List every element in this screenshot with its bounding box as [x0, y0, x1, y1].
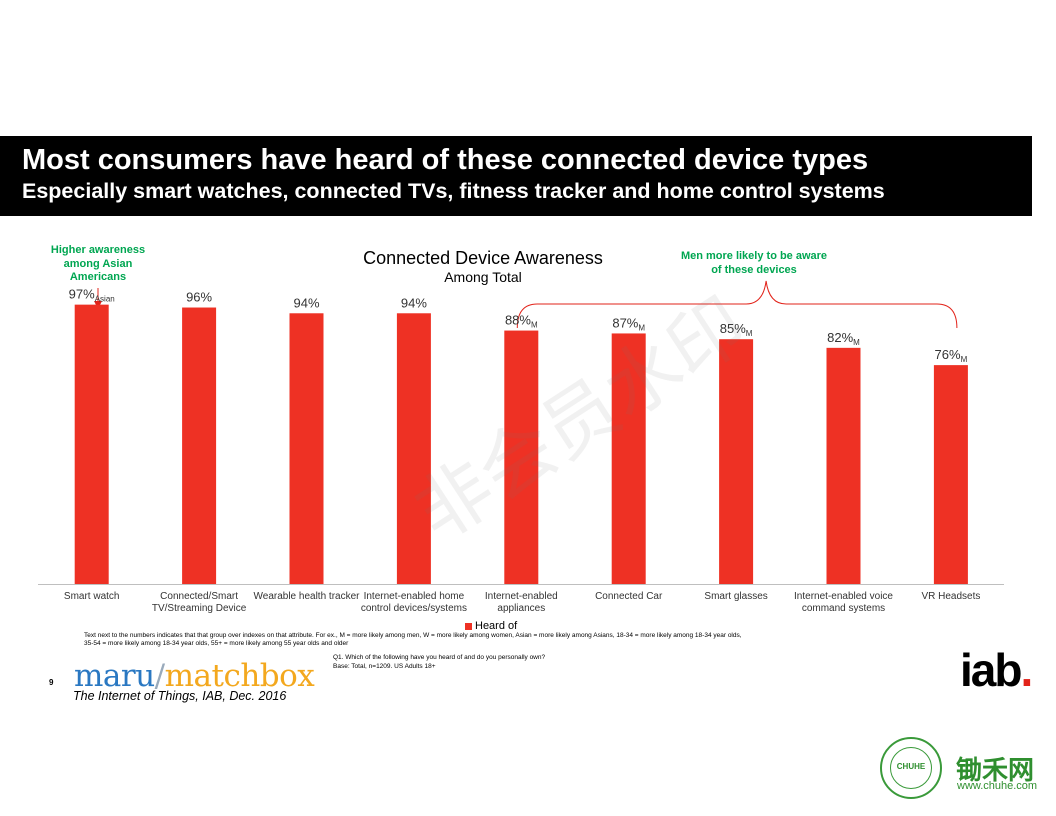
bar	[933, 365, 968, 584]
slide-title: Most consumers have heard of these conne…	[22, 144, 869, 176]
chuhe-seal-logo: CHUHE	[880, 737, 942, 799]
chuhe-url: www.chuhe.com	[957, 780, 1038, 792]
question-note: Q1. Which of the following have you hear…	[333, 654, 733, 671]
bar	[611, 333, 646, 584]
bar-value-label: 85%M	[720, 321, 753, 338]
category-label: Smart glasses	[704, 591, 767, 602]
men-callout-line: of these devices	[711, 263, 797, 276]
category-label: Internet-enabled home	[364, 591, 465, 602]
asian-callout-line: Higher awareness	[50, 244, 146, 256]
base-text: Base: Total, n=1209. US Adults 18+	[333, 662, 436, 670]
iab-logo: iab.	[960, 644, 1033, 696]
chart-title: Connected Device Awareness	[363, 248, 603, 268]
page-number: 9	[49, 678, 54, 687]
bar-chart: 97%Asian Smart watch 96% Connected/SmartTV/…	[38, 280, 1004, 614]
category-label: Internet-enabled	[485, 591, 558, 602]
men-callout: Men more likely to be aware of these dev…	[664, 250, 844, 277]
title-banner: Most consumers have heard of these conne…	[0, 136, 1032, 216]
chuhe-seal-text: CHUHE	[890, 747, 932, 789]
category-label: Connected/Smart	[160, 591, 238, 602]
slide-subtitle: Especially smart watches, connected TVs,…	[22, 179, 885, 203]
question-text: Q1. Which of the following have you hear…	[333, 654, 546, 661]
category-label: control devices/systems	[361, 603, 467, 614]
category-label: Wearable health tracker	[254, 591, 361, 602]
bar-value-label: 76%M	[935, 347, 968, 364]
bar-value-label: 88%M	[505, 313, 538, 330]
bar	[289, 313, 324, 584]
bar	[396, 313, 431, 584]
bar-value-label: 87%M	[612, 315, 645, 332]
men-callout-line: Men more likely to be aware	[680, 250, 828, 262]
category-label: Connected Car	[595, 591, 663, 602]
chart-subtitle: Among Total	[444, 269, 522, 285]
chuhe-logo-text: 锄禾网	[956, 755, 1035, 785]
asian-callout-line: Americans	[69, 271, 127, 283]
bar	[826, 347, 861, 584]
bar	[719, 339, 754, 584]
legend-swatch	[465, 622, 472, 630]
category-label: TV/Streaming Device	[152, 603, 247, 614]
maru-matchbox-logo: maru/matchbox	[74, 658, 315, 694]
bar-value-label: 96%	[186, 290, 212, 305]
bar-value-label: 97%Asian	[69, 287, 115, 304]
asian-callout: Higher awareness among Asian Americans	[40, 244, 156, 285]
chart-legend: Heard of	[465, 620, 517, 632]
category-label: appliances	[497, 603, 545, 614]
asian-callout-line: among Asian	[63, 257, 133, 270]
bar	[504, 330, 539, 584]
category-label: VR Headsets	[921, 591, 980, 602]
bar	[74, 304, 109, 584]
footnote: Text next to the numbers indicates that …	[84, 632, 742, 647]
bar-value-label: 94%	[293, 295, 319, 310]
legend-label: Heard of	[475, 620, 518, 632]
category-label: Internet-enabled voice	[794, 591, 893, 602]
bar-value-label: 94%	[401, 295, 427, 310]
bar	[182, 307, 217, 584]
category-label: Smart watch	[64, 591, 120, 602]
men-bracket	[516, 280, 958, 329]
bar-value-label: 82%M	[827, 330, 860, 347]
source-citation: The Internet of Things, IAB, Dec. 2016	[73, 689, 287, 703]
category-label: command systems	[802, 603, 885, 614]
